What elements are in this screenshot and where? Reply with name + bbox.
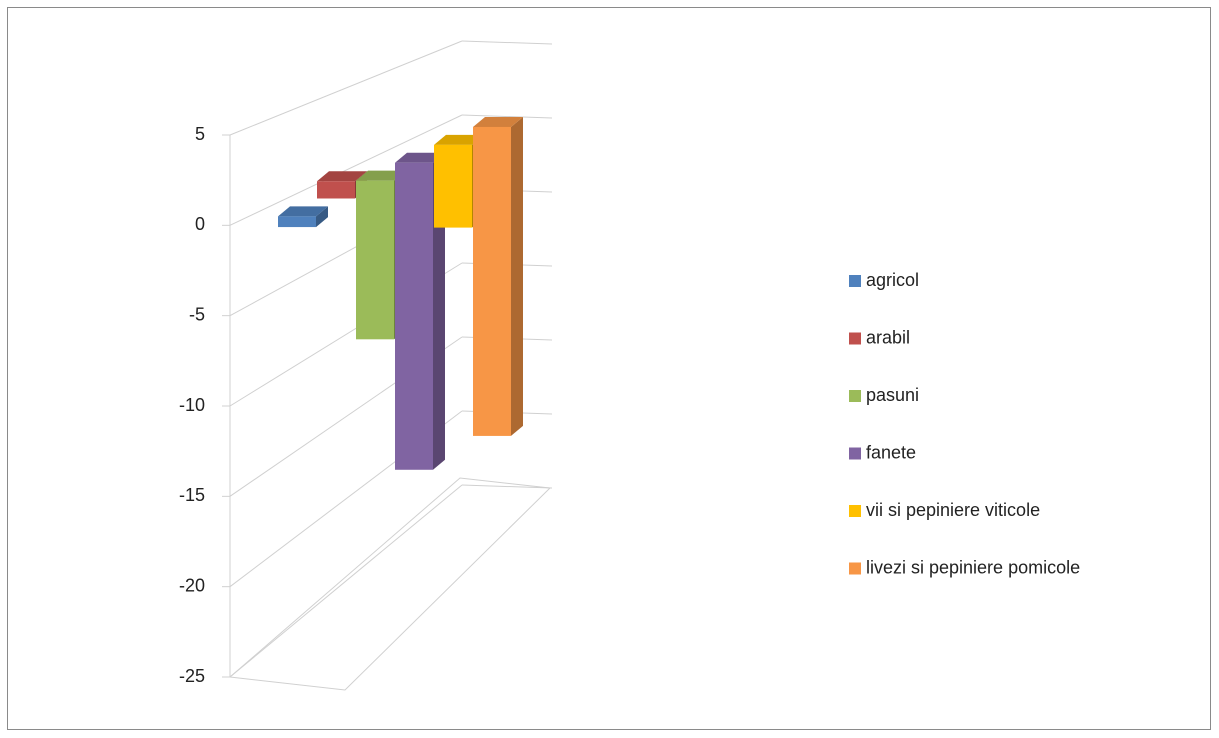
legend-swatch (849, 562, 861, 575)
legend: agricol arabil pasuni fanete vii si pepinier… (849, 270, 1080, 577)
y-tick-label: -25 (179, 666, 205, 686)
legend-swatch (849, 390, 861, 402)
bar (473, 116, 523, 436)
legend-label: vii si pepiniere viticole (866, 500, 1040, 520)
y-tick-label: -5 (189, 304, 205, 324)
legend-label: agricol (866, 270, 919, 290)
chart-border (7, 7, 1211, 730)
legend-swatch (849, 447, 861, 460)
legend-swatch (849, 275, 861, 287)
bar (317, 171, 367, 199)
bar (278, 206, 328, 228)
legend-swatch (849, 505, 861, 517)
grid-line (229, 484, 463, 678)
grid-line (229, 114, 463, 226)
grid-line (229, 40, 463, 136)
bars (278, 116, 523, 470)
legend-swatch (849, 332, 861, 345)
legend-label: arabil (866, 327, 910, 347)
legend-label: fanete (866, 442, 916, 462)
grid-line (461, 484, 553, 489)
grid-line (461, 40, 553, 45)
y-tick-label: -20 (179, 575, 205, 595)
y-tick-label: -15 (179, 485, 205, 505)
legend-label: pasuni (866, 385, 919, 405)
y-tick-label: -10 (179, 395, 205, 415)
y-tick-label: 5 (195, 124, 205, 144)
y-tick-label: 0 (195, 214, 205, 234)
bar (395, 152, 445, 470)
legend-label: livezi si pepiniere pomicole (866, 557, 1080, 577)
grid-line (461, 114, 553, 119)
